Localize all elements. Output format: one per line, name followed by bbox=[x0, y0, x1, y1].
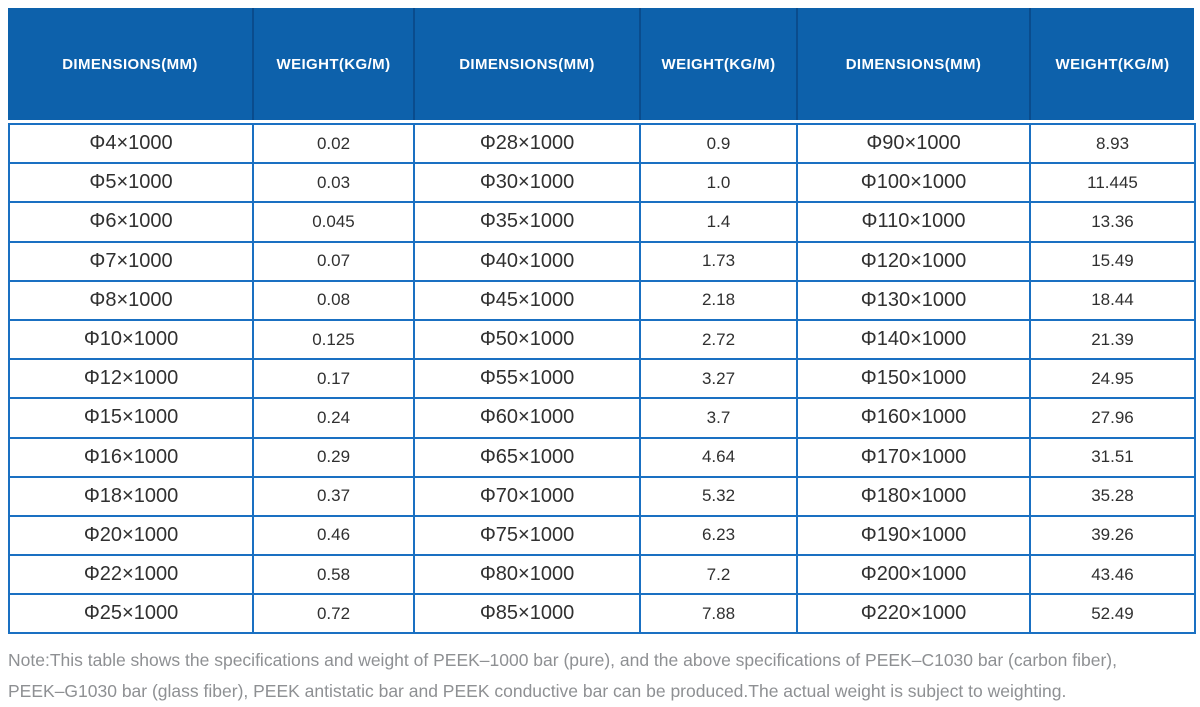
dimension-cell: Φ12×1000 bbox=[10, 360, 254, 400]
weight-cell: 0.17 bbox=[254, 360, 415, 400]
weight-cell: 2.18 bbox=[641, 281, 798, 321]
weight-cell: 24.95 bbox=[1031, 360, 1196, 400]
dimension-cell: Φ25×1000 bbox=[10, 595, 254, 635]
weight-cell: 3.7 bbox=[641, 399, 798, 439]
dimension-cell: Φ150×1000 bbox=[798, 360, 1031, 400]
weight-cell: 0.08 bbox=[254, 281, 415, 321]
dimension-cell: Φ220×1000 bbox=[798, 595, 1031, 635]
weight-cell: 0.045 bbox=[254, 203, 415, 243]
weight-cell: 0.02 bbox=[254, 125, 415, 165]
note-line-2: PEEK–G1030 bar (glass fiber), PEEK antis… bbox=[8, 681, 1067, 702]
header-cell-weight: WEIGHT(KG/M) bbox=[639, 8, 796, 120]
note-text: Note:This table shows the specifications… bbox=[8, 645, 1196, 707]
dimension-cell: Φ190×1000 bbox=[798, 516, 1031, 557]
weight-cell: 31.51 bbox=[1031, 438, 1196, 478]
weight-cell: 13.36 bbox=[1031, 203, 1196, 243]
weight-cell: 0.37 bbox=[254, 477, 415, 517]
weight-cell: 0.46 bbox=[254, 516, 415, 557]
weight-cell: 52.49 bbox=[1031, 595, 1196, 635]
weight-cell: 0.29 bbox=[254, 438, 415, 478]
weight-cell: 8.93 bbox=[1031, 125, 1196, 165]
weight-cell: 15.49 bbox=[1031, 242, 1196, 282]
dimension-cell: Φ110×1000 bbox=[798, 203, 1031, 243]
weight-cell: 0.07 bbox=[254, 242, 415, 282]
dimension-cell: Φ60×1000 bbox=[415, 399, 641, 439]
table-body: Φ4×1000 0.02 Φ28×1000 0.9 Φ90×1000 8.93 Φ5×100… bbox=[8, 123, 1196, 635]
dimension-cell: Φ160×1000 bbox=[798, 399, 1031, 439]
weight-cell: 6.23 bbox=[641, 516, 798, 557]
weight-cell: 11.445 bbox=[1031, 164, 1196, 204]
header-cell-weight: WEIGHT(KG/M) bbox=[1029, 8, 1194, 120]
weight-cell: 0.9 bbox=[641, 125, 798, 165]
weight-cell: 0.125 bbox=[254, 320, 415, 361]
header-cell-weight: WEIGHT(KG/M) bbox=[252, 8, 413, 120]
dimension-cell: Φ75×1000 bbox=[415, 516, 641, 557]
table-header: DIMENSIONS(MM) WEIGHT(KG/M) DIMENSIONS(MM)… bbox=[8, 8, 1194, 120]
dimension-cell: Φ35×1000 bbox=[415, 203, 641, 243]
dimension-cell: Φ70×1000 bbox=[415, 477, 641, 517]
weight-cell: 1.73 bbox=[641, 242, 798, 282]
header-cell-dimensions: DIMENSIONS(MM) bbox=[62, 55, 198, 73]
dimension-cell: Φ55×1000 bbox=[415, 360, 641, 400]
weight-cell: 18.44 bbox=[1031, 281, 1196, 321]
dimension-cell: Φ15×1000 bbox=[10, 399, 254, 439]
dimension-cell: Φ200×1000 bbox=[798, 556, 1031, 596]
dimension-cell: Φ10×1000 bbox=[10, 320, 254, 361]
dimension-cell: Φ85×1000 bbox=[415, 595, 641, 635]
dimension-cell: Φ45×1000 bbox=[415, 281, 641, 321]
dimension-cell: Φ65×1000 bbox=[415, 438, 641, 478]
weight-cell: 39.26 bbox=[1031, 516, 1196, 557]
weight-cell: 21.39 bbox=[1031, 320, 1196, 361]
weight-cell: 7.2 bbox=[641, 556, 798, 596]
dimension-cell: Φ130×1000 bbox=[798, 281, 1031, 321]
header-cell-dimensions: DIMENSIONS(MM) bbox=[413, 8, 639, 120]
note-line-1: Note:This table shows the specifications… bbox=[8, 650, 1117, 671]
weight-cell: 0.58 bbox=[254, 556, 415, 596]
dimension-cell: Φ90×1000 bbox=[798, 125, 1031, 165]
weight-cell: 2.72 bbox=[641, 320, 798, 361]
weight-cell: 0.03 bbox=[254, 164, 415, 204]
dimension-cell: Φ5×1000 bbox=[10, 164, 254, 204]
dimension-cell: Φ8×1000 bbox=[10, 281, 254, 321]
dimension-cell: Φ170×1000 bbox=[798, 438, 1031, 478]
weight-cell: 1.4 bbox=[641, 203, 798, 243]
weight-cell: 4.64 bbox=[641, 438, 798, 478]
header-cell-dimensions: DIMENSIONS(MM) bbox=[796, 8, 1029, 120]
dimension-cell: Φ22×1000 bbox=[10, 556, 254, 596]
dimension-cell: Φ20×1000 bbox=[10, 516, 254, 557]
dimension-cell: Φ30×1000 bbox=[415, 164, 641, 204]
dimension-cell: Φ6×1000 bbox=[10, 203, 254, 243]
weight-cell: 27.96 bbox=[1031, 399, 1196, 439]
dimension-cell: Φ4×1000 bbox=[10, 125, 254, 165]
dimension-cell: Φ28×1000 bbox=[415, 125, 641, 165]
weight-cell: 3.27 bbox=[641, 360, 798, 400]
dimension-cell: Φ120×1000 bbox=[798, 242, 1031, 282]
weight-cell: 0.24 bbox=[254, 399, 415, 439]
weight-cell: 1.0 bbox=[641, 164, 798, 204]
peek-bar-spec-section: DIMENSIONS(MM) WEIGHT(KG/M) DIMENSIONS(MM)… bbox=[8, 8, 1196, 707]
dimension-cell: Φ7×1000 bbox=[10, 242, 254, 282]
weight-cell: 5.32 bbox=[641, 477, 798, 517]
dimension-cell: Φ180×1000 bbox=[798, 477, 1031, 517]
weight-cell: 35.28 bbox=[1031, 477, 1196, 517]
weight-cell: 43.46 bbox=[1031, 556, 1196, 596]
weight-cell: 7.88 bbox=[641, 595, 798, 635]
weight-cell: 0.72 bbox=[254, 595, 415, 635]
dimension-cell: Φ50×1000 bbox=[415, 320, 641, 361]
dimension-cell: Φ140×1000 bbox=[798, 320, 1031, 361]
dimension-cell: Φ40×1000 bbox=[415, 242, 641, 282]
dimension-cell: Φ80×1000 bbox=[415, 556, 641, 596]
dimension-cell: Φ18×1000 bbox=[10, 477, 254, 517]
dimension-cell: Φ100×1000 bbox=[798, 164, 1031, 204]
dimension-cell: Φ16×1000 bbox=[10, 438, 254, 478]
